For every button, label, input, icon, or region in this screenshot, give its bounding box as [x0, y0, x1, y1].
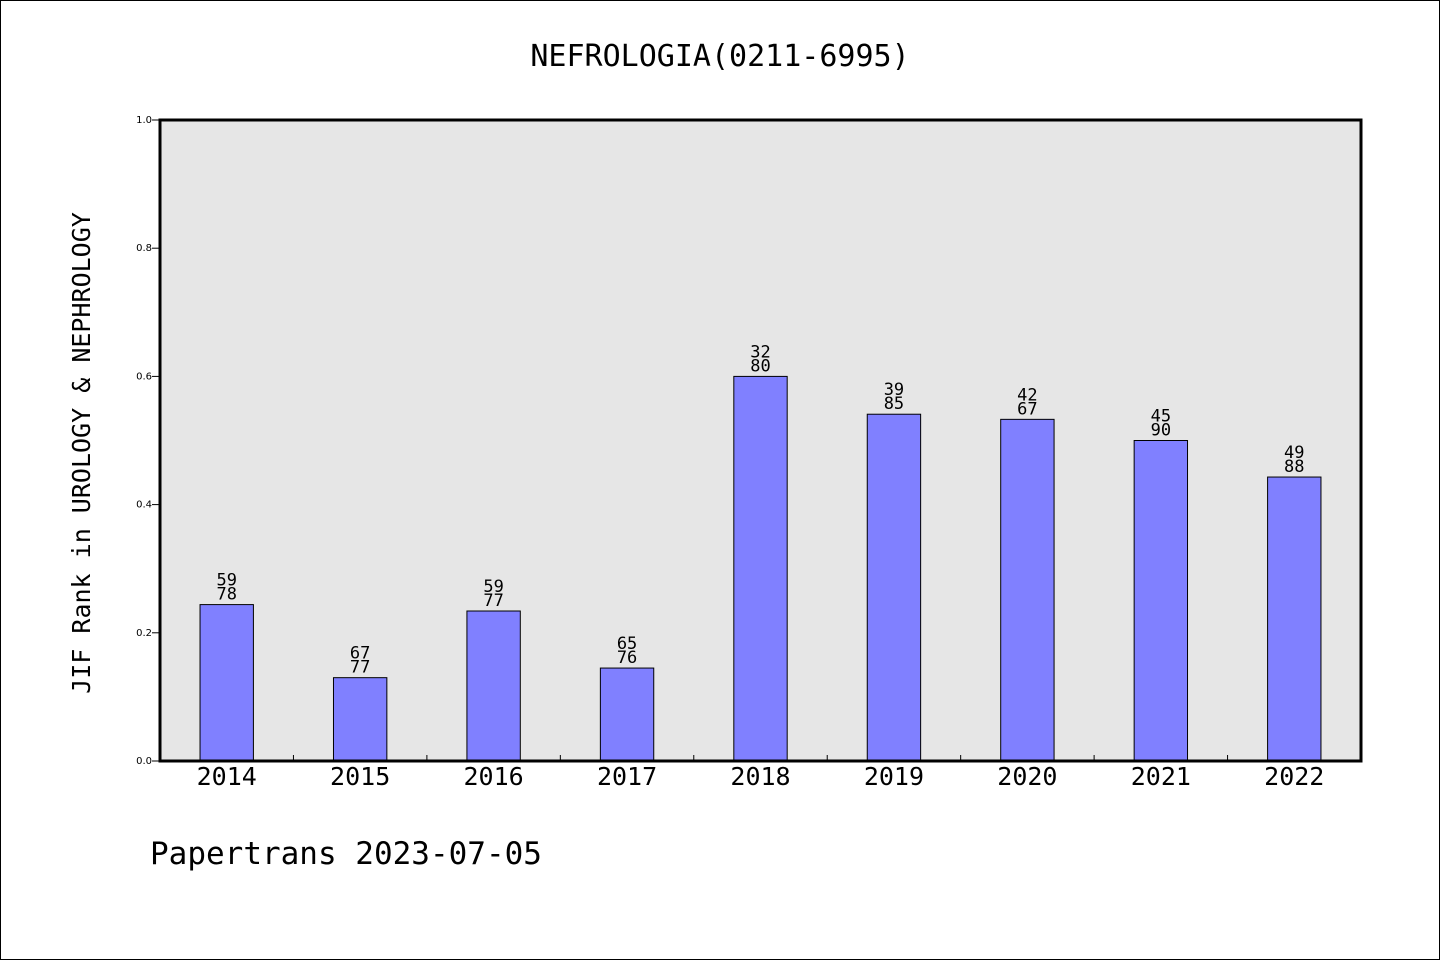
bar-total-label: 88	[1284, 457, 1304, 477]
y-tick-label: 0.8	[136, 243, 152, 254]
bar-total-label: 76	[617, 648, 637, 668]
x-tick-label: 2014	[197, 762, 257, 791]
bar-total-label: 90	[1151, 421, 1171, 441]
bar-rank-label: 32	[750, 342, 770, 362]
y-axis-label: JIF Rank in UROLOGY & NEPHROLOGY	[67, 212, 96, 694]
y-tick-label: 0.0	[136, 756, 152, 767]
bar-rank-label: 59	[216, 571, 236, 591]
y-axis-ticks: 0.0 0.2 0.4 0.6 0.8 1.0	[136, 115, 160, 767]
x-tick-label: 2017	[597, 762, 657, 791]
bar-rank-label: 59	[483, 577, 503, 597]
bars	[199, 375, 1322, 762]
bar-2016	[466, 610, 521, 762]
bar-2021	[1133, 440, 1189, 762]
bar-rank-label: 49	[1284, 443, 1304, 463]
y-tick-label: 0.6	[136, 371, 152, 382]
x-tick-label: 2021	[1131, 762, 1191, 791]
bar-rank-label: 65	[617, 634, 637, 654]
y-tick-label: 0.2	[136, 628, 152, 639]
bar-total-label: 77	[350, 658, 370, 678]
bar-rank-label: 42	[1017, 385, 1037, 405]
bar-rank-label: 67	[350, 644, 370, 664]
bar-total-label: 77	[483, 591, 503, 611]
bar-2022	[1267, 476, 1322, 762]
bar-2014	[199, 604, 254, 762]
x-tick-label: 2016	[464, 762, 524, 791]
bar-rank-label: 39	[884, 380, 904, 400]
x-tick-label: 2020	[997, 762, 1057, 791]
x-tick-label: 2019	[864, 762, 924, 791]
x-axis-ticks: 2014 2015 2016 2017 2018 2019 2020 2021 2022	[197, 755, 1324, 791]
chart-title: NEFROLOGIA(0211-6995)	[530, 39, 909, 74]
y-tick-label: 0.4	[136, 500, 152, 511]
bar-rank-label: 45	[1151, 407, 1171, 427]
footer-text: Papertrans 2023-07-05	[150, 836, 542, 872]
bar-total-label: 78	[216, 585, 236, 605]
bar-total-label: 67	[1017, 399, 1037, 419]
bar-2019	[866, 413, 922, 762]
x-tick-label: 2015	[330, 762, 390, 791]
x-tick-label: 2022	[1264, 762, 1324, 791]
bar-2018	[733, 375, 788, 762]
bar-total-label: 80	[750, 356, 770, 376]
x-tick-label: 2018	[730, 762, 790, 791]
bar-2020	[1000, 418, 1055, 762]
y-tick-label: 1.0	[136, 115, 152, 126]
bar-total-label: 85	[884, 394, 904, 414]
bar-2017	[599, 667, 655, 762]
bar-2015	[332, 677, 388, 762]
plot-border	[158, 118, 1363, 763]
